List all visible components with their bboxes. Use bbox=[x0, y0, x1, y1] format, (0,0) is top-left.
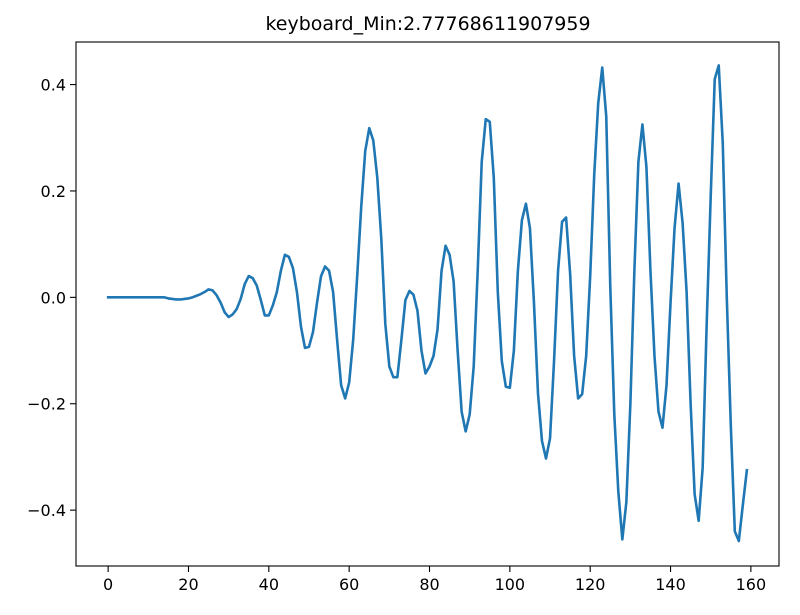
y-tick-label: −0.4 bbox=[27, 501, 66, 520]
chart-title: keyboard_Min:2.77768611907959 bbox=[265, 13, 590, 35]
x-tick-label: 0 bbox=[103, 575, 113, 594]
plot-frame bbox=[75, 41, 780, 567]
x-tick-label: 160 bbox=[736, 575, 767, 594]
x-tick-label: 60 bbox=[339, 575, 359, 594]
x-tick-label: 80 bbox=[419, 575, 439, 594]
y-tick-label: 0.0 bbox=[41, 288, 66, 307]
y-tick-label: 0.4 bbox=[41, 76, 66, 95]
x-tick-label: 100 bbox=[495, 575, 526, 594]
x-tick-label: 120 bbox=[575, 575, 606, 594]
x-tick-label: 20 bbox=[178, 575, 198, 594]
y-tick-label: −0.2 bbox=[27, 395, 66, 414]
y-tick-label: 0.2 bbox=[41, 182, 66, 201]
series-line bbox=[106, 64, 749, 543]
x-axis: 0 20 40 60 80 100 120 140 160 bbox=[103, 566, 766, 594]
x-tick-label: 40 bbox=[259, 575, 279, 594]
y-axis: −0.4 −0.2 0.0 0.2 0.4 bbox=[27, 76, 76, 520]
x-tick-label: 140 bbox=[655, 575, 686, 594]
